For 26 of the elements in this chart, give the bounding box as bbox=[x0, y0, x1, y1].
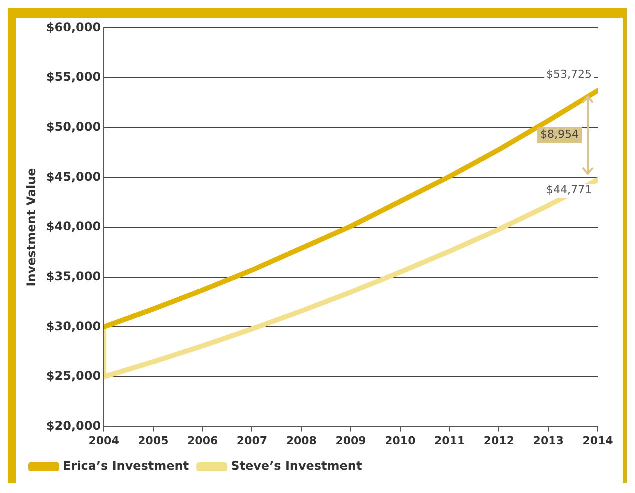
x-tick-label: 2004 bbox=[88, 434, 120, 448]
x-tick-label: 2008 bbox=[286, 434, 317, 448]
x-tick-label: 2010 bbox=[385, 434, 416, 448]
legend-label: Erica’s Investment bbox=[63, 459, 190, 474]
y-tick-label: $55,000 bbox=[46, 70, 102, 84]
y-tick-label: $45,000 bbox=[46, 170, 102, 184]
y-tick-label: $35,000 bbox=[46, 269, 102, 284]
annotation: $8,954 bbox=[540, 128, 579, 142]
y-tick-label: $50,000 bbox=[46, 120, 102, 134]
annotation: $53,725 bbox=[546, 68, 592, 82]
y-axis-title: Investment Value bbox=[24, 168, 38, 287]
legend-label: Steve’s Investment bbox=[231, 459, 362, 474]
x-tick-label: 2007 bbox=[236, 434, 268, 448]
x-tick-label: 2011 bbox=[434, 434, 466, 448]
y-tick-label: $25,000 bbox=[46, 369, 102, 384]
x-tick-label: 2013 bbox=[533, 434, 564, 448]
y-tick-label: $60,000 bbox=[46, 20, 102, 34]
x-tick-label: 2014 bbox=[582, 434, 614, 448]
annotation: $44,771 bbox=[546, 183, 592, 196]
x-tick-label: 2009 bbox=[336, 434, 366, 448]
y-tick-label: $20,000 bbox=[46, 418, 102, 433]
x-tick-label: 2006 bbox=[188, 434, 218, 448]
y-tick-label: $40,000 bbox=[46, 220, 102, 234]
x-tick-label: 2012 bbox=[484, 434, 515, 448]
y-tick-label: $30,000 bbox=[46, 319, 102, 334]
x-tick-label: 2005 bbox=[138, 434, 169, 448]
